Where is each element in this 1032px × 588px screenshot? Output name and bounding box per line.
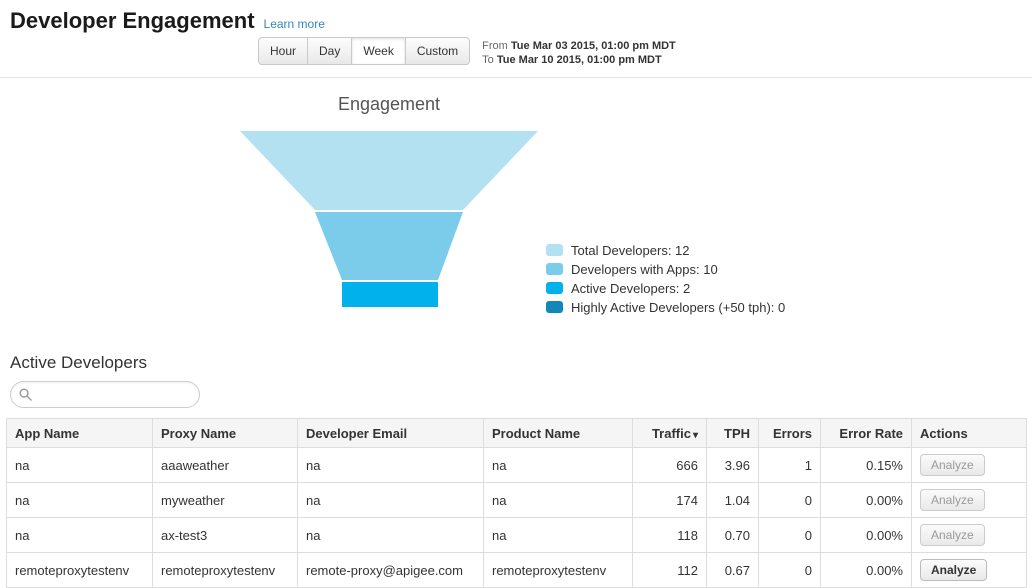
cell-error-rate: 0.00% <box>820 482 912 518</box>
cell-product-name: na <box>483 482 633 518</box>
chart-title: Engagement <box>337 94 441 114</box>
cell-traffic: 112 <box>632 552 707 588</box>
legend-label: Active Developers: 2 <box>571 280 691 296</box>
cell-traffic: 174 <box>632 482 707 518</box>
table-row: na aaaweather na na 666 3.96 1 0.15% Analyze <box>6 447 1027 483</box>
column-header-app-name[interactable]: App Name <box>6 418 153 448</box>
cell-developer-email: na <box>297 517 484 553</box>
legend-item-active-developers: Active Developers: 2 <box>546 279 785 297</box>
cell-app-name: na <box>6 447 153 483</box>
column-header-traffic[interactable]: Traffic ▾ <box>632 418 707 448</box>
table-row: na ax-test3 na na 118 0.70 0 0.00% Analyze <box>6 517 1027 553</box>
cell-errors: 0 <box>758 517 821 553</box>
column-header-error-rate[interactable]: Error Rate <box>820 418 912 448</box>
legend-swatch <box>546 263 563 275</box>
active-developers-heading: Active Developers <box>10 353 148 372</box>
funnel-legend: Total Developers: 12 Developers with Apps… <box>546 241 785 317</box>
cell-actions: Analyze <box>911 552 1027 588</box>
range-button-week[interactable]: Week <box>352 37 406 65</box>
column-header-tph[interactable]: TPH <box>706 418 759 448</box>
sort-desc-icon: ▾ <box>692 429 698 441</box>
cell-actions: Analyze <box>911 482 1027 518</box>
engagement-chart: Total Developers: 12 Developers with Apps… <box>0 131 1032 317</box>
table-body: na aaaweather na na 666 3.96 1 0.15% Analyze na my… <box>6 447 1027 588</box>
cell-actions: Analyze <box>911 517 1027 553</box>
column-header-proxy-name[interactable]: Proxy Name <box>152 418 298 448</box>
cell-app-name: remoteproxytestenv <box>6 552 153 588</box>
date-from-label: From <box>482 40 508 52</box>
analyze-button[interactable]: Analyze <box>920 559 988 581</box>
table-row: na myweather na na 174 1.04 0 0.00% Analyze <box>6 482 1027 518</box>
cell-proxy-name: myweather <box>152 482 298 518</box>
cell-tph: 0.70 <box>706 517 759 553</box>
time-range-segmented: Hour Day Week Custom <box>258 37 471 65</box>
date-to-label: To <box>482 54 494 66</box>
cell-error-rate: 0.00% <box>820 517 912 553</box>
funnel-stage-total-developers <box>240 131 538 210</box>
table-row: remoteproxytestenv remoteproxytestenv remo… <box>6 552 1027 588</box>
cell-developer-email: na <box>297 482 484 518</box>
cell-actions: Analyze <box>911 447 1027 483</box>
cell-tph: 3.96 <box>706 447 759 483</box>
date-range: From Tue Mar 03 2015, 01:00 pm MDT To Tu… <box>482 37 676 67</box>
column-header-actions[interactable]: Actions <box>911 418 1027 448</box>
legend-swatch <box>546 244 563 256</box>
legend-item-developers-with-apps: Developers with Apps: 10 <box>546 260 785 278</box>
column-header-product-name[interactable]: Product Name <box>483 418 633 448</box>
cell-traffic: 118 <box>632 517 707 553</box>
active-developers-table: App Name Proxy Name Developer Email Product… <box>6 418 1027 588</box>
column-header-developer-email[interactable]: Developer Email <box>297 418 484 448</box>
analyze-button[interactable]: Analyze <box>920 489 985 511</box>
cell-tph: 0.67 <box>706 552 759 588</box>
cell-developer-email: na <box>297 447 484 483</box>
funnel-stage-developers-with-apps <box>315 212 463 280</box>
cell-error-rate: 0.00% <box>820 552 912 588</box>
cell-proxy-name: aaaweather <box>152 447 298 483</box>
date-from-value: Tue Mar 03 2015, 01:00 pm MDT <box>510 40 676 52</box>
legend-label: Highly Active Developers (+50 tph): 0 <box>571 299 786 315</box>
cell-proxy-name: remoteproxytestenv <box>152 552 298 588</box>
analyze-button[interactable]: Analyze <box>920 524 985 546</box>
legend-label: Total Developers: 12 <box>571 242 690 258</box>
cell-error-rate: 0.15% <box>820 447 912 483</box>
date-to: To Tue Mar 10 2015, 01:00 pm MDT <box>482 53 676 67</box>
cell-proxy-name: ax-test3 <box>152 517 298 553</box>
cell-product-name: na <box>483 447 633 483</box>
column-header-errors[interactable]: Errors <box>758 418 821 448</box>
legend-swatch <box>546 282 563 294</box>
legend-label: Developers with Apps: 10 <box>571 261 718 277</box>
page-title: Developer Engagement <box>10 8 255 33</box>
search-icon <box>19 388 32 401</box>
time-range-toolbar: Hour Day Week Custom From Tue Mar 03 2015, … <box>258 37 1032 67</box>
range-button-hour[interactable]: Hour <box>258 37 309 65</box>
cell-app-name: na <box>6 517 153 553</box>
search-input[interactable] <box>10 381 200 408</box>
range-button-custom[interactable]: Custom <box>405 37 471 65</box>
date-from: From Tue Mar 03 2015, 01:00 pm MDT <box>482 39 676 53</box>
cell-developer-email: remote-proxy@apigee.com <box>297 552 484 588</box>
funnel-chart <box>240 131 538 312</box>
cell-product-name: na <box>483 517 633 553</box>
cell-product-name: remoteproxytestenv <box>483 552 633 588</box>
cell-errors: 1 <box>758 447 821 483</box>
funnel-stage-active-developers <box>342 282 438 307</box>
range-button-day[interactable]: Day <box>308 37 353 65</box>
header-divider <box>0 77 1032 78</box>
page-header: Developer Engagement Learn more <box>0 0 1032 34</box>
legend-item-highly-active-developers-50-tph: Highly Active Developers (+50 tph): 0 <box>546 298 785 316</box>
cell-errors: 0 <box>758 482 821 518</box>
learn-more-link[interactable]: Learn more <box>263 17 325 31</box>
date-to-value: Tue Mar 10 2015, 01:00 pm MDT <box>496 54 662 66</box>
legend-swatch <box>546 301 563 313</box>
cell-app-name: na <box>6 482 153 518</box>
search-box <box>10 381 200 408</box>
cell-tph: 1.04 <box>706 482 759 518</box>
cell-errors: 0 <box>758 552 821 588</box>
table-header-row: App Name Proxy Name Developer Email Product… <box>6 418 1027 448</box>
analyze-button[interactable]: Analyze <box>920 454 985 476</box>
cell-traffic: 666 <box>632 447 707 483</box>
funnel-svg <box>240 131 538 307</box>
legend-item-total-developers: Total Developers: 12 <box>546 241 785 259</box>
